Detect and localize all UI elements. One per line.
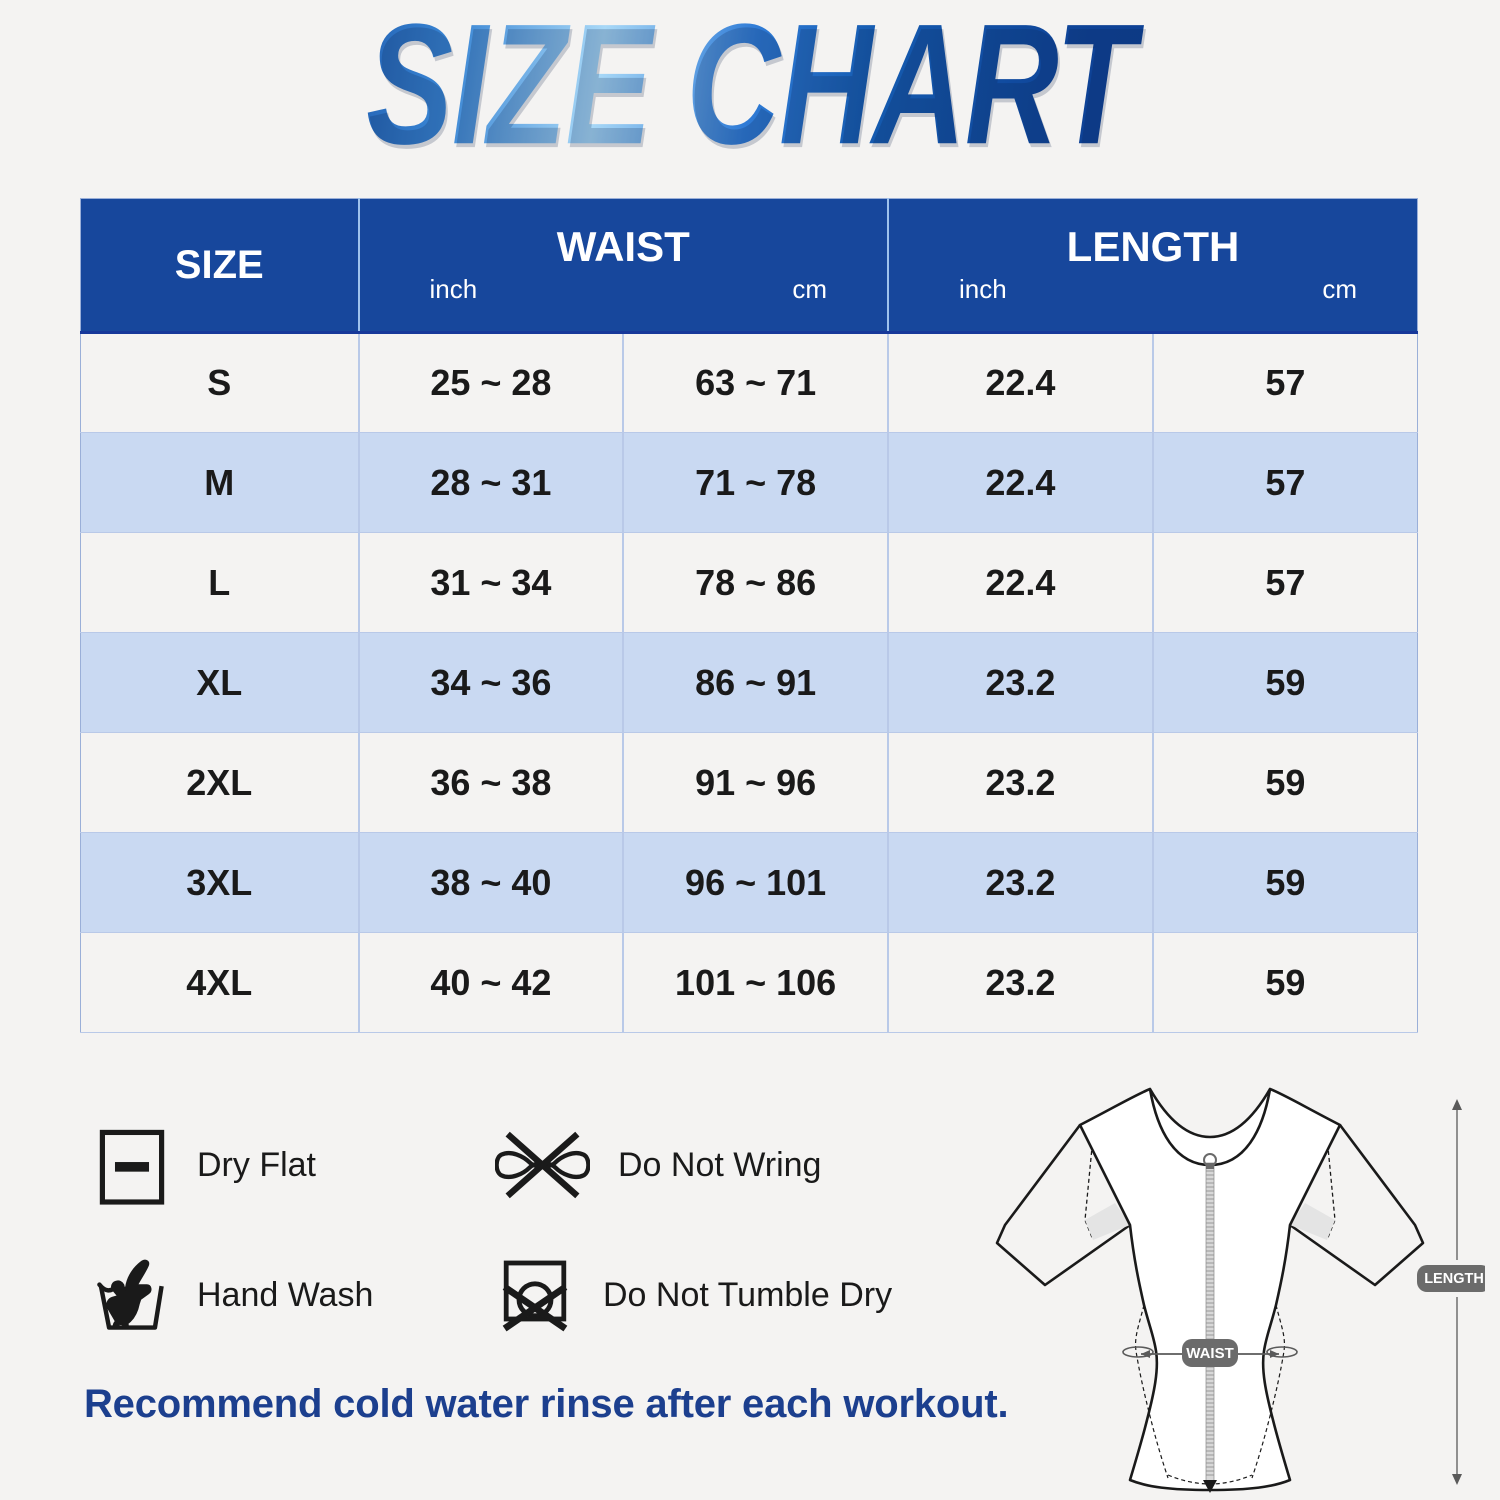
svg-text:WAIST: WAIST: [1186, 1345, 1234, 1362]
svg-text:LENGTH: LENGTH: [1424, 1271, 1484, 1287]
